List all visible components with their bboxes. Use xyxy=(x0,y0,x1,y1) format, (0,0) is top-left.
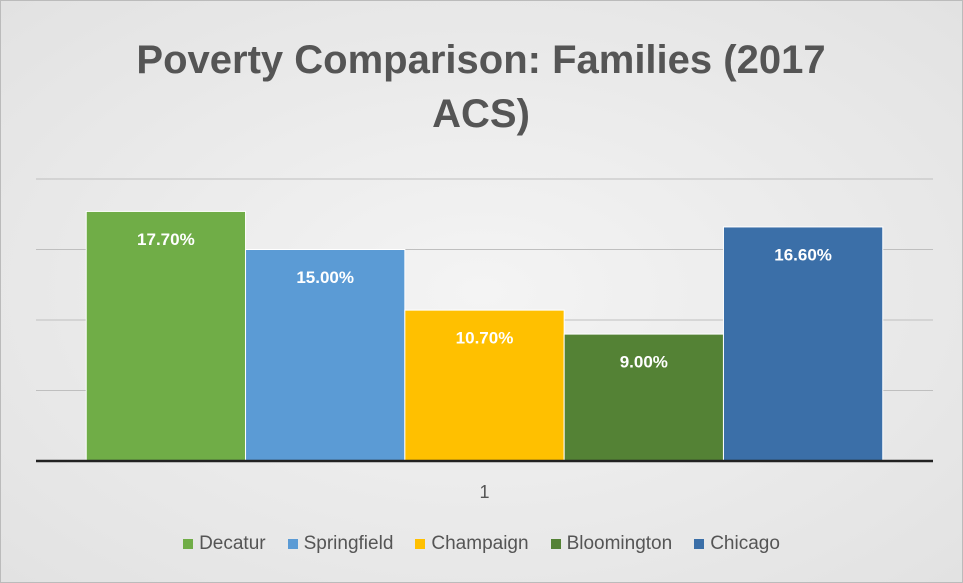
legend-label: Champaign xyxy=(431,533,529,554)
chart-title: Poverty Comparison: Families (2017 ACS) xyxy=(136,38,826,136)
legend-label: Chicago xyxy=(710,533,780,554)
bar xyxy=(85,210,247,462)
data-label: 17.70% xyxy=(137,230,195,249)
bar xyxy=(563,333,724,462)
legend-item: Decatur xyxy=(183,533,266,555)
data-label: 15.00% xyxy=(296,268,354,287)
data-label: 16.60% xyxy=(774,245,832,264)
legend-item: Springfield xyxy=(287,533,394,555)
legend-swatch xyxy=(415,539,426,549)
legend-swatch xyxy=(287,539,298,549)
bar xyxy=(245,249,406,462)
legend-label: Bloomington xyxy=(566,533,673,554)
legend-item: Bloomington xyxy=(550,533,673,555)
x-tick-label: 1 xyxy=(479,482,489,502)
legend-label: Springfield xyxy=(303,533,394,554)
data-label: 9.00% xyxy=(620,353,668,372)
legend-swatch xyxy=(694,539,705,549)
legend-swatch xyxy=(183,539,194,549)
legend-swatch xyxy=(550,539,561,549)
bar xyxy=(722,226,884,462)
legend: Decatur Springfield Champaign Bloomington Ch… xyxy=(1,533,962,555)
bar xyxy=(404,309,565,462)
legend-item: Chicago xyxy=(694,533,780,555)
legend-label: Decatur xyxy=(199,533,266,554)
data-label: 10.70% xyxy=(456,329,514,348)
legend-item: Champaign xyxy=(415,533,529,555)
